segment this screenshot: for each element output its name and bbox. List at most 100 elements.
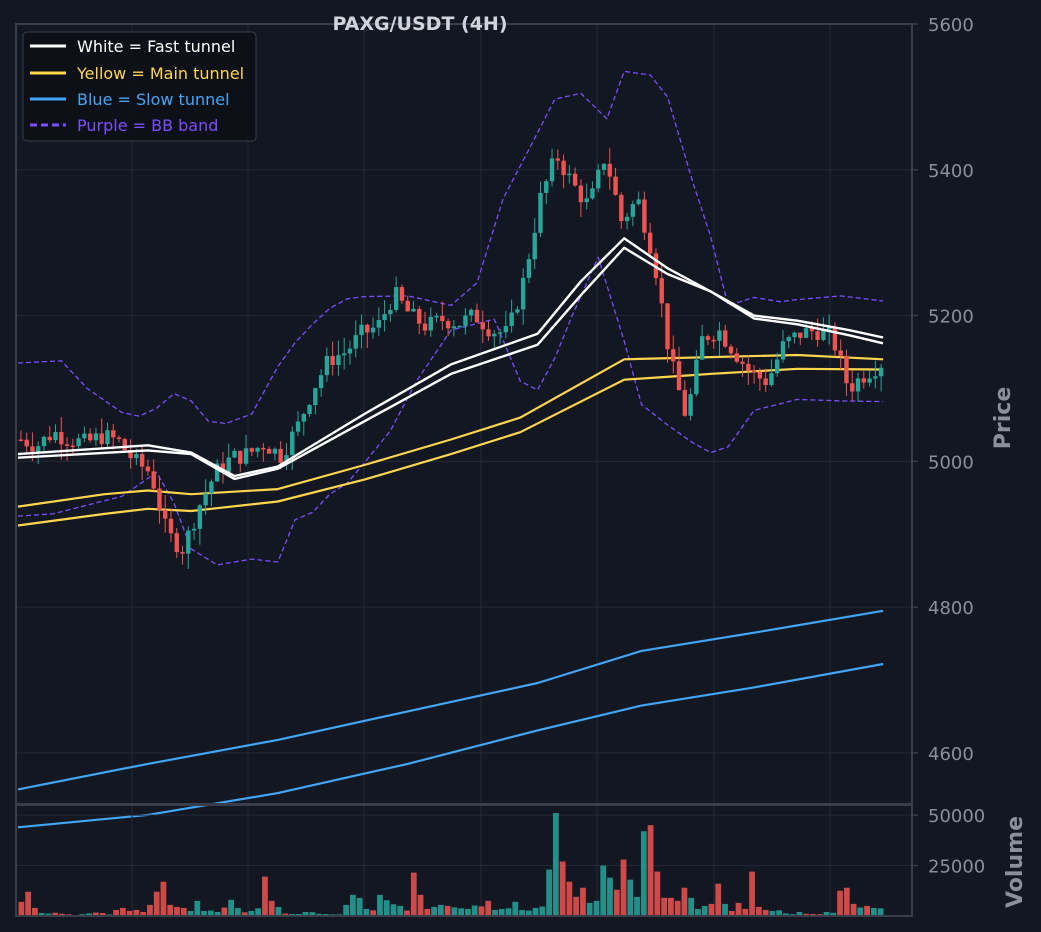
volume-bar (38, 912, 45, 916)
slow-lower-line (17, 662, 884, 829)
candle-body (209, 481, 214, 494)
volume-bar (870, 907, 877, 916)
volume-bar (640, 831, 647, 916)
candle-body (578, 185, 584, 203)
candle-body (168, 518, 174, 534)
candle-body (278, 448, 283, 463)
candle-body (659, 278, 664, 304)
bb-lower-line (17, 256, 884, 566)
volume-bar (282, 913, 289, 916)
candle-body (295, 421, 301, 432)
volume-bar (302, 911, 309, 916)
slow-upper-line (17, 609, 884, 791)
legend-label-fast: White = Fast tunnel (77, 37, 235, 56)
candle-body (642, 199, 647, 233)
candle-body (226, 457, 231, 473)
volume-bar (289, 913, 295, 916)
volume-bar (654, 871, 661, 916)
candle-body (399, 287, 405, 301)
volume-bar (519, 909, 525, 916)
volume-bar (86, 913, 92, 916)
volume-bar (796, 911, 803, 916)
volume-bar (586, 902, 593, 916)
candle-body (671, 349, 676, 362)
candle-body (463, 315, 468, 326)
main-lower-line (17, 367, 884, 527)
volume-bar (661, 897, 667, 916)
candle-body (313, 388, 318, 406)
volume-bar (214, 911, 221, 916)
candle-body (699, 336, 705, 360)
legend-label-slow: Blue = Slow tunnel (77, 90, 230, 109)
volume-bar (140, 911, 147, 916)
candle-body (503, 326, 509, 333)
volume-bar (174, 906, 180, 916)
candle-body (734, 353, 739, 362)
volume-bar (309, 912, 316, 916)
volume-bar (573, 896, 580, 916)
candle-body (694, 359, 699, 395)
candle-body (284, 455, 289, 463)
candle-body (30, 446, 35, 452)
price-tick-label: 5200 (928, 307, 974, 328)
volume-bar (451, 907, 458, 916)
volume-bar (268, 900, 275, 916)
candle-body (549, 158, 555, 182)
volume-bar (167, 904, 174, 916)
volume-bar (262, 876, 268, 916)
volume-bar (708, 903, 715, 916)
volume-bar (410, 872, 417, 916)
candle-body (353, 335, 358, 349)
candle-body (492, 333, 497, 337)
volume-bar (701, 905, 708, 916)
volume-bar (728, 910, 735, 916)
candle-body (619, 194, 624, 222)
candle-body (116, 437, 122, 440)
candle-body (70, 445, 76, 448)
volume-bar (695, 908, 701, 916)
candle-body (428, 316, 433, 331)
candle-body (376, 320, 382, 328)
volume-bar (370, 910, 377, 916)
volume-axis-ticks: 25000 50000 (912, 806, 985, 878)
volume-bar (674, 900, 681, 916)
candle-body (751, 370, 757, 373)
volume-bar (99, 912, 106, 916)
candle-body (786, 337, 791, 342)
candle-body (873, 376, 878, 379)
volume-bar (92, 912, 99, 916)
volume-bar (722, 903, 728, 916)
volume-bar (377, 894, 383, 916)
candle-body (607, 163, 612, 177)
candle-body (36, 446, 41, 452)
price-tick-label: 5400 (928, 161, 974, 182)
candle-body (613, 176, 618, 195)
candle-body (469, 309, 474, 316)
volume-bar (681, 887, 688, 916)
candle-body (544, 181, 549, 193)
candle-body (520, 277, 526, 310)
candle-body (774, 359, 780, 374)
volume-bar (437, 904, 444, 916)
volume-bar (363, 908, 370, 916)
candle-body (688, 394, 693, 416)
candle-body (238, 450, 243, 464)
candle-body (676, 361, 682, 391)
volume-bar (735, 902, 742, 916)
volume-bar (221, 907, 228, 916)
volume-bar (580, 887, 586, 916)
candle-body (740, 361, 745, 364)
volume-bar (505, 908, 512, 916)
legend-box (22, 31, 257, 142)
volume-bar (877, 908, 884, 916)
volume-bar (465, 908, 471, 916)
candle-body (174, 533, 179, 553)
candle-body (24, 439, 29, 447)
candle-body (382, 314, 387, 321)
candle-body (728, 346, 734, 354)
candle-body (532, 232, 537, 260)
volume-bar (755, 906, 762, 916)
volume-bar (627, 879, 634, 916)
volume-bar (255, 908, 262, 916)
